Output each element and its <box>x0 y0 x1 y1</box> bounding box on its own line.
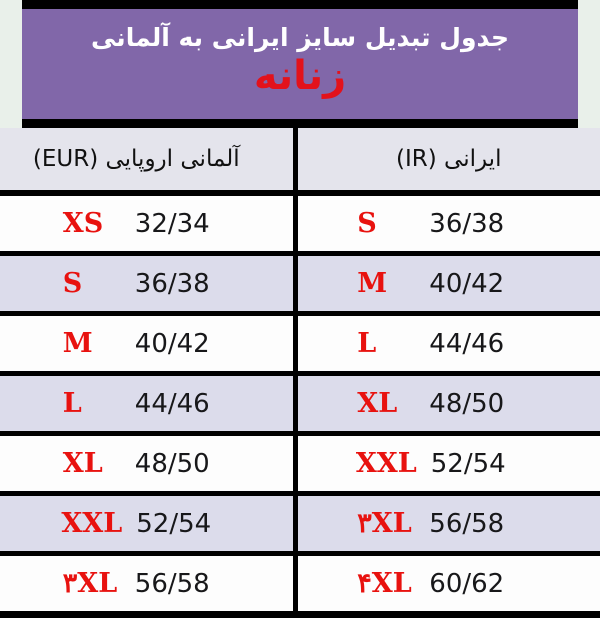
table-row: 40/42 M 36/38 S <box>0 254 600 314</box>
column-header-european-label: آلمانی اروپایی (EUR) <box>0 128 295 190</box>
iranian-size-number: 60/62 <box>429 569 504 599</box>
iranian-size-number: 40/42 <box>429 269 504 299</box>
european-size-code: S <box>63 268 121 299</box>
table-row: 56/58 ۳XL 52/54 XXL <box>0 494 600 554</box>
iranian-size-number: 56/58 <box>429 509 504 539</box>
chart-title: جدول تبدیل سایز ایرانی به آلمانی <box>22 25 578 50</box>
cell-european-size: 44/46 L <box>0 374 295 434</box>
iranian-size-code: ۳XL <box>357 508 415 539</box>
european-size-number: 40/42 <box>135 329 210 359</box>
iranian-size-code: L <box>357 328 415 359</box>
title-banner: جدول تبدیل سایز ایرانی به آلمانی زنانه <box>22 0 578 128</box>
iranian-size-code: XXL <box>356 448 417 479</box>
table-row: 60/62 ۴XL 56/58 ۳XL <box>0 554 600 615</box>
iranian-size-code: S <box>357 208 415 239</box>
european-size-number: 56/58 <box>135 569 210 599</box>
european-size-number: 52/54 <box>136 509 211 539</box>
iranian-size-number: 36/38 <box>429 209 504 239</box>
column-header-iranian-label: ایرانی (IR) <box>298 128 600 190</box>
column-header-iranian: ایرانی (IR) <box>295 128 600 193</box>
column-header-european: آلمانی اروپایی (EUR) <box>0 128 295 193</box>
european-size-number: 48/50 <box>135 449 210 479</box>
cell-european-size: 36/38 S <box>0 254 295 314</box>
european-size-number: 44/46 <box>135 389 210 419</box>
table-body: 36/38 S 32/34 XS 40/42 M 36/38 S 44/46 L 40/42 M 48/… <box>0 193 600 615</box>
iranian-size-number: 48/50 <box>429 389 504 419</box>
iranian-size-code: ۴XL <box>357 568 415 599</box>
chart-subtitle: زنانه <box>22 56 578 96</box>
size-chart-page: جدول تبدیل سایز ایرانی به آلمانی زنانه ا… <box>0 0 600 600</box>
european-size-number: 32/34 <box>135 209 210 239</box>
cell-iranian-size: 36/38 S <box>295 193 600 254</box>
header-row: ایرانی (IR) آلمانی اروپایی (EUR) <box>0 128 600 193</box>
table-row: 48/50 XL 44/46 L <box>0 374 600 434</box>
iranian-size-number: 52/54 <box>431 449 506 479</box>
cell-iranian-size: 56/58 ۳XL <box>295 494 600 554</box>
iranian-size-code: XL <box>357 388 415 419</box>
european-size-code: XL <box>63 448 121 479</box>
european-size-code: ۳XL <box>63 568 121 599</box>
cell-iranian-size: 48/50 XL <box>295 374 600 434</box>
cell-iranian-size: 40/42 M <box>295 254 600 314</box>
cell-european-size: 48/50 XL <box>0 434 295 494</box>
iranian-size-number: 44/46 <box>429 329 504 359</box>
cell-iranian-size: 52/54 XXL <box>295 434 600 494</box>
european-size-code: M <box>63 328 121 359</box>
table-row: 36/38 S 32/34 XS <box>0 193 600 254</box>
european-size-code: XXL <box>61 508 122 539</box>
european-size-code: XS <box>63 208 121 239</box>
cell-iranian-size: 60/62 ۴XL <box>295 554 600 615</box>
cell-european-size: 56/58 ۳XL <box>0 554 295 615</box>
cell-european-size: 32/34 XS <box>0 193 295 254</box>
table-header: ایرانی (IR) آلمانی اروپایی (EUR) <box>0 128 600 193</box>
table-row: 44/46 L 40/42 M <box>0 314 600 374</box>
european-size-code: L <box>63 388 121 419</box>
cell-european-size: 52/54 XXL <box>0 494 295 554</box>
cell-iranian-size: 44/46 L <box>295 314 600 374</box>
table-row: 52/54 XXL 48/50 XL <box>0 434 600 494</box>
iranian-size-code: M <box>357 268 415 299</box>
european-size-number: 36/38 <box>135 269 210 299</box>
cell-european-size: 40/42 M <box>0 314 295 374</box>
